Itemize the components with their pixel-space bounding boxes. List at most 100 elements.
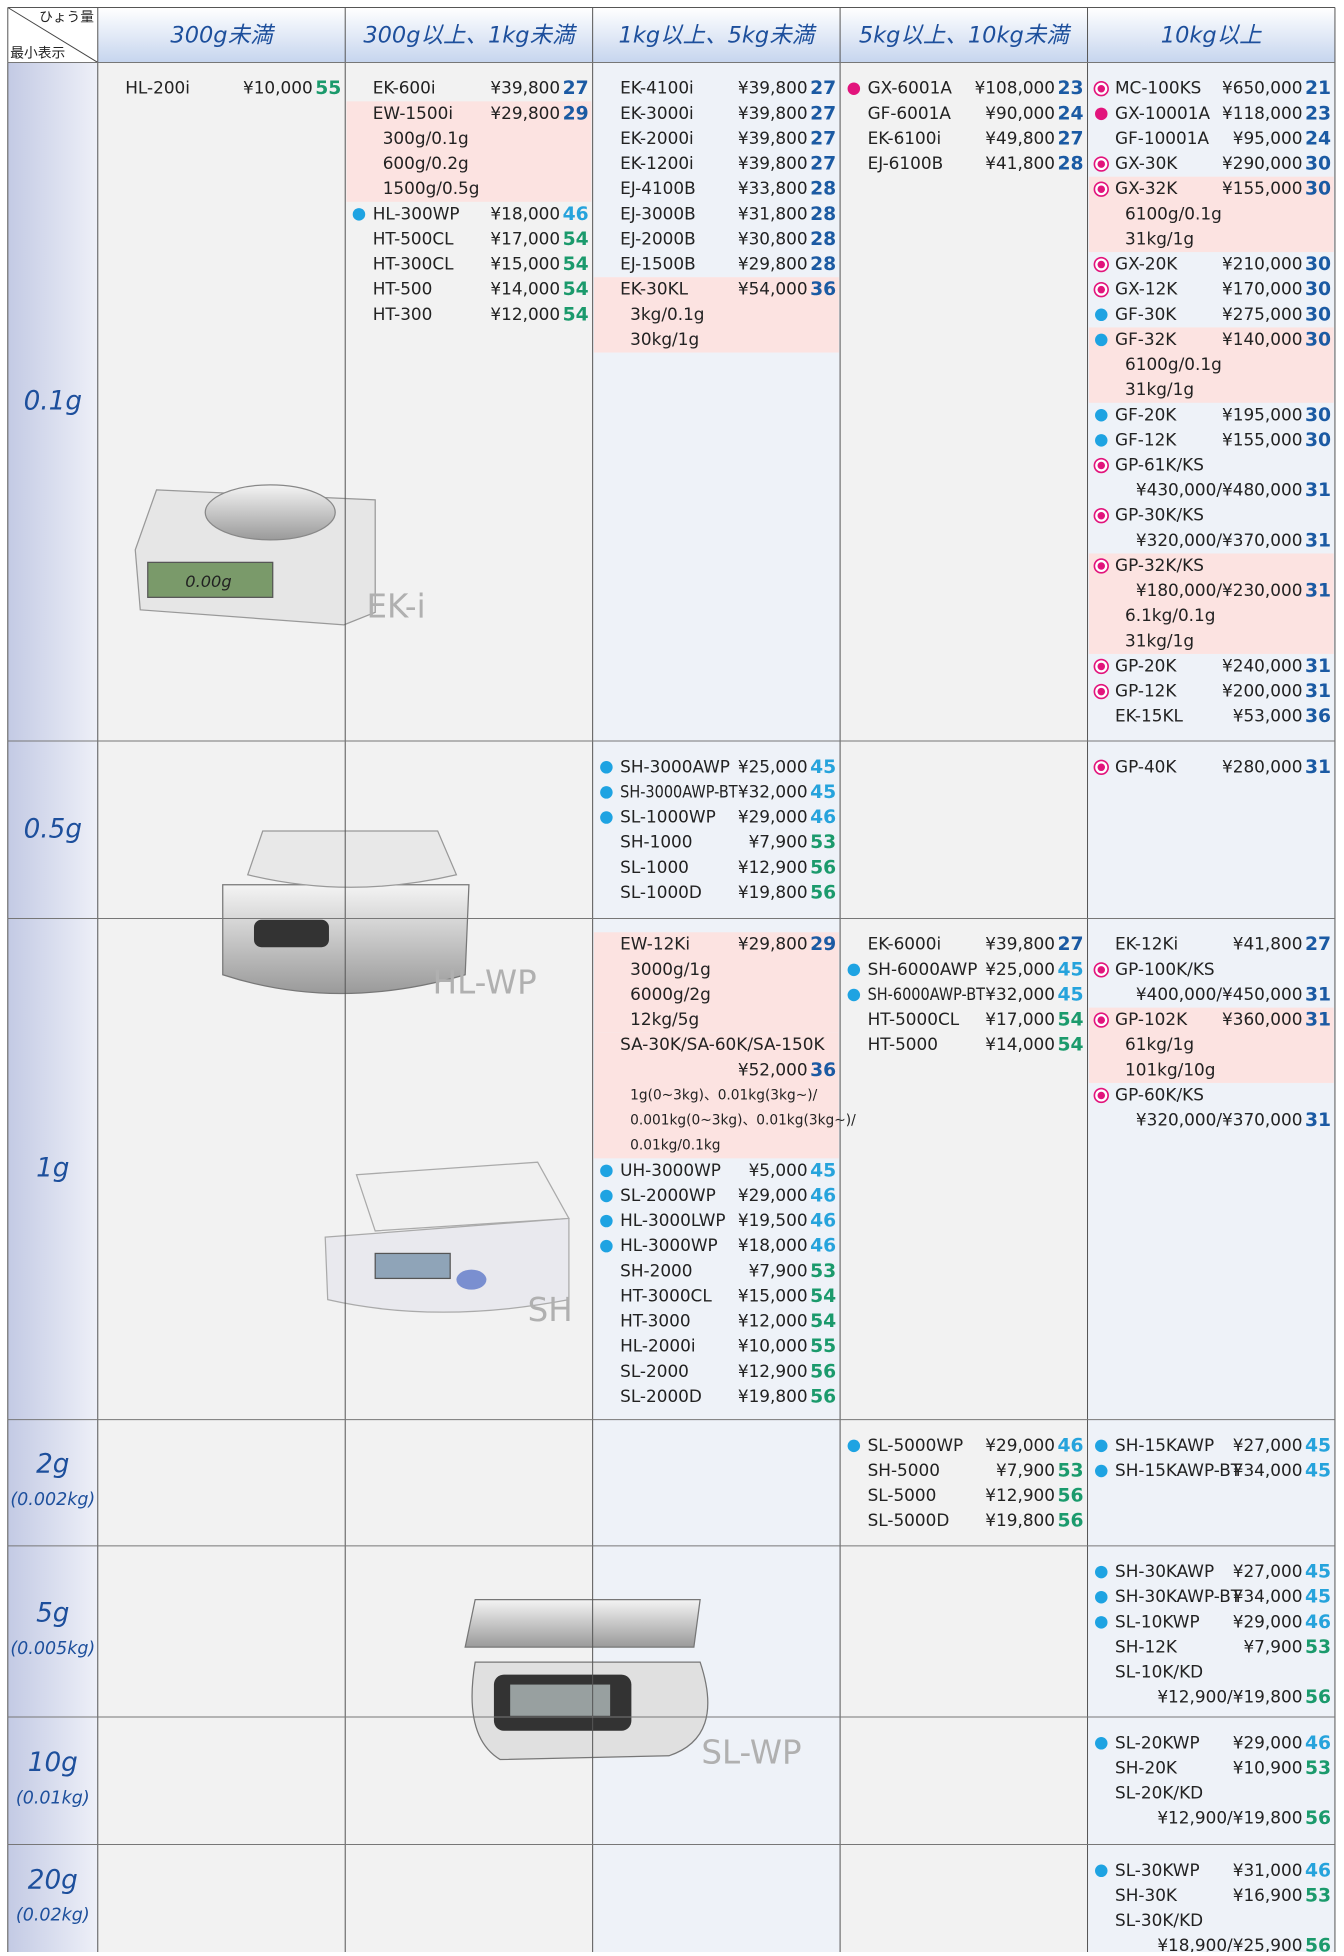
model: GX-20K <box>1115 254 1178 274</box>
page-number: 45 <box>1305 1435 1331 1456</box>
page-number: 55 <box>810 1336 836 1357</box>
page-number: 54 <box>563 304 589 325</box>
price: ¥29,000 <box>738 807 808 827</box>
page-number: 46 <box>810 807 836 828</box>
model: EW-1500i <box>373 103 453 123</box>
price: ¥31,000 <box>1233 1860 1303 1880</box>
price: ¥290,000 <box>1222 153 1302 173</box>
page-number: 31 <box>1305 984 1331 1005</box>
page-number: 54 <box>563 229 589 250</box>
page-number: 27 <box>563 78 589 99</box>
page-number: 45 <box>1305 1562 1331 1583</box>
page-number: 46 <box>810 1211 836 1232</box>
price: ¥39,800 <box>738 128 808 148</box>
header-bg <box>97 7 1335 63</box>
marker <box>1095 107 1108 121</box>
marker <box>600 1189 613 1203</box>
page-number: 46 <box>1305 1612 1331 1633</box>
price: ¥12,000 <box>738 1311 808 1331</box>
price: ¥430,000/¥480,000 <box>1136 480 1303 500</box>
model: HL-200i <box>125 78 190 98</box>
model: SL-2000WP <box>620 1185 716 1205</box>
model: HL-2000i <box>620 1336 695 1356</box>
model: SH-1000 <box>620 832 692 852</box>
marker <box>847 1439 861 1453</box>
model: EK-1200i <box>620 153 694 173</box>
column-header: 300g未満 <box>170 23 275 49</box>
marker <box>1097 763 1106 772</box>
price: ¥200,000 <box>1222 681 1302 701</box>
price: ¥32,000 <box>738 781 808 801</box>
row-label: 1g <box>36 1154 69 1184</box>
page-number: 53 <box>1305 1637 1331 1658</box>
model: SH-12K <box>1115 1636 1178 1656</box>
price: ¥15,000 <box>490 254 560 274</box>
column-bg <box>97 62 346 1952</box>
marker <box>600 1214 613 1228</box>
model: EK-30KL <box>620 279 689 299</box>
hl-wp-image <box>222 830 470 995</box>
marker <box>1097 84 1106 93</box>
spec: 1500g/0.5g <box>383 178 480 198</box>
marker <box>1095 434 1108 447</box>
model: HL-300WP <box>373 203 460 223</box>
model: HT-5000CL <box>868 1009 960 1029</box>
model: SH-30K <box>1115 1885 1178 1905</box>
spec: 101kg/10g <box>1125 1059 1215 1079</box>
model: SH-15KAWP <box>1115 1435 1214 1455</box>
model: GP-102K <box>1115 1009 1188 1029</box>
model: SL-30K/KD <box>1115 1910 1203 1930</box>
page-number: 56 <box>1058 1486 1084 1507</box>
page-number: 28 <box>810 179 836 200</box>
price: ¥275,000 <box>1222 304 1302 324</box>
row-label: 5g <box>36 1598 69 1628</box>
model: EJ-4100B <box>620 178 696 198</box>
marker <box>1097 260 1106 269</box>
page-number: 36 <box>1305 706 1331 727</box>
price: ¥17,000 <box>490 228 560 248</box>
spec: 31kg/1g <box>1125 379 1194 399</box>
price: ¥29,800 <box>738 934 808 954</box>
marker <box>1095 308 1108 322</box>
ek-i-image: 0.00g <box>134 484 376 626</box>
price: ¥90,000 <box>985 103 1055 123</box>
page-number: 54 <box>810 1286 836 1307</box>
page-number: 53 <box>1305 1758 1331 1779</box>
marker <box>1097 966 1106 974</box>
price: ¥34,000 <box>1233 1460 1303 1480</box>
page-number: 27 <box>810 128 836 149</box>
model: HL-3000WP <box>620 1235 718 1255</box>
model: SH-3000AWP-BT <box>620 781 738 801</box>
marker <box>600 1239 613 1253</box>
model: SH-15KAWP-BT <box>1115 1460 1242 1480</box>
page-number: 46 <box>810 1236 836 1257</box>
column-header: 10kg以上 <box>1161 23 1262 49</box>
marker <box>1097 511 1106 520</box>
spec: 6.1kg/0.1g <box>1125 605 1215 625</box>
price: ¥25,000 <box>738 756 808 776</box>
price: ¥19,800 <box>985 1510 1055 1530</box>
price: ¥33,800 <box>738 178 808 198</box>
marker <box>1097 185 1106 193</box>
price: ¥10,000 <box>738 1336 808 1356</box>
image-label: SL-WP <box>701 1734 801 1772</box>
price: ¥155,000 <box>1222 429 1302 449</box>
price: ¥140,000 <box>1222 329 1302 349</box>
price: ¥12,900 <box>985 1485 1055 1505</box>
price: ¥180,000/¥230,000 <box>1136 580 1303 600</box>
model: SH-6000AWP <box>868 959 978 979</box>
page-number: 27 <box>1058 128 1084 149</box>
spec: 6000g/2g <box>630 984 711 1004</box>
spec: 3kg/0.1g <box>630 304 704 324</box>
model: SL-20KWP <box>1115 1732 1200 1752</box>
marker <box>1095 1565 1108 1579</box>
model: SH-20K <box>1115 1757 1178 1777</box>
sl-wp-image <box>464 1598 709 1761</box>
model: EJ-3000B <box>620 203 696 223</box>
marker <box>352 208 366 221</box>
page-number: 45 <box>810 782 836 803</box>
page-number: 31 <box>1305 656 1331 677</box>
marker <box>1095 1616 1108 1629</box>
